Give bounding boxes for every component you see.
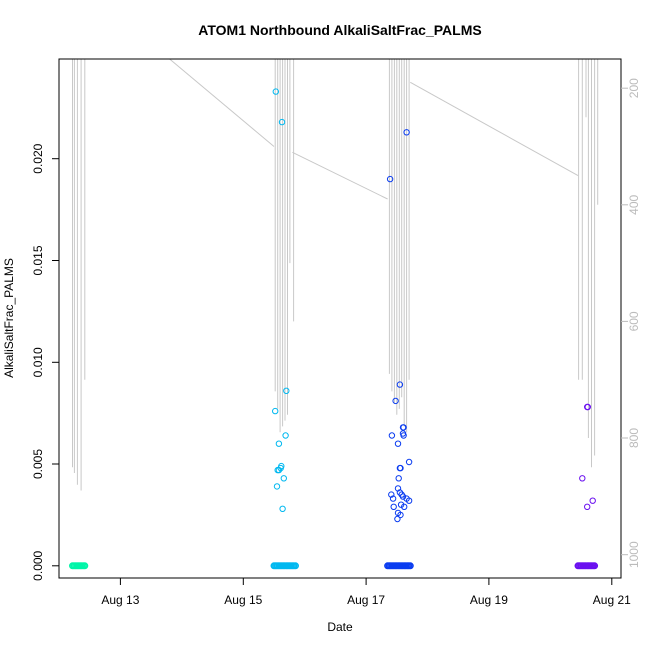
data-point xyxy=(279,505,286,512)
baseline-point xyxy=(591,562,599,570)
data-point xyxy=(395,475,402,482)
data-point xyxy=(394,515,401,523)
y2-tick-label: 1000 xyxy=(627,541,641,568)
data-point xyxy=(388,432,396,439)
x-tick-label: Aug 21 xyxy=(593,593,631,607)
data-point xyxy=(397,511,404,519)
series-3 xyxy=(384,129,414,570)
data-point xyxy=(273,483,281,490)
data-point xyxy=(399,493,407,500)
pressure-transit-2 xyxy=(410,81,579,177)
data-point xyxy=(579,475,586,482)
x-tick-label: Aug 13 xyxy=(101,593,139,607)
data-point xyxy=(275,440,283,447)
data-point xyxy=(272,88,279,95)
series-1 xyxy=(69,562,89,570)
data-point xyxy=(405,497,413,504)
data-point xyxy=(272,407,279,415)
y-axis: 0.000 0.005 0.010 0.015 0.020 xyxy=(31,143,59,581)
pressure-transit-0 xyxy=(169,59,275,147)
data-point xyxy=(388,491,395,498)
pressure-trace-layer xyxy=(72,59,599,491)
x-tick-label: Aug 17 xyxy=(347,593,385,607)
data-point xyxy=(278,118,286,126)
data-point xyxy=(283,387,290,394)
baseline-point xyxy=(291,562,299,570)
data-point xyxy=(589,497,596,504)
baseline-point xyxy=(81,562,89,570)
y-tick-label: 0.015 xyxy=(31,245,45,275)
data-point xyxy=(584,403,591,411)
data-point xyxy=(400,424,407,431)
data-point xyxy=(394,440,402,447)
data-point xyxy=(389,495,397,502)
y-tick-label: 0.020 xyxy=(31,143,45,173)
data-point xyxy=(392,397,399,405)
series-2 xyxy=(270,88,299,570)
y2-tick-label: 800 xyxy=(627,428,641,448)
data-point xyxy=(405,458,413,466)
data-point xyxy=(400,432,407,439)
data-point xyxy=(390,503,397,510)
y-tick-label: 0.010 xyxy=(31,347,45,377)
series-4 xyxy=(574,403,599,570)
x-axis-label: Date xyxy=(327,620,353,634)
x-tick-label: Aug 19 xyxy=(470,593,508,607)
data-point xyxy=(396,381,404,388)
data-point xyxy=(403,129,410,136)
chart-title: ATOM1 Northbound AlkaliSaltFrac_PALMS xyxy=(198,22,481,38)
x-tick-label: Aug 15 xyxy=(224,593,262,607)
data-point xyxy=(386,175,394,183)
y2-tick-label: 400 xyxy=(627,194,641,214)
data-point xyxy=(397,464,404,472)
data-points-layer xyxy=(69,88,599,570)
y-tick-label: 0.000 xyxy=(31,550,45,580)
y-tick-label: 0.005 xyxy=(31,449,45,479)
data-point xyxy=(280,475,287,482)
y2-tick-label: 200 xyxy=(627,78,641,98)
data-point xyxy=(282,432,289,439)
plot-frame xyxy=(58,58,622,579)
data-point xyxy=(275,466,283,474)
y2-axis: 200 400 600 800 1000 xyxy=(621,78,641,568)
baseline-point xyxy=(406,562,414,570)
pressure-transit-1 xyxy=(292,151,388,200)
data-point xyxy=(584,503,591,510)
x-axis: Aug 13 Aug 15 Aug 17 Aug 19 Aug 21 xyxy=(101,578,631,607)
y2-tick-label: 600 xyxy=(627,311,641,331)
y-axis-label: AlkaliSaltFrac_PALMS xyxy=(2,258,16,378)
data-point xyxy=(401,503,408,510)
